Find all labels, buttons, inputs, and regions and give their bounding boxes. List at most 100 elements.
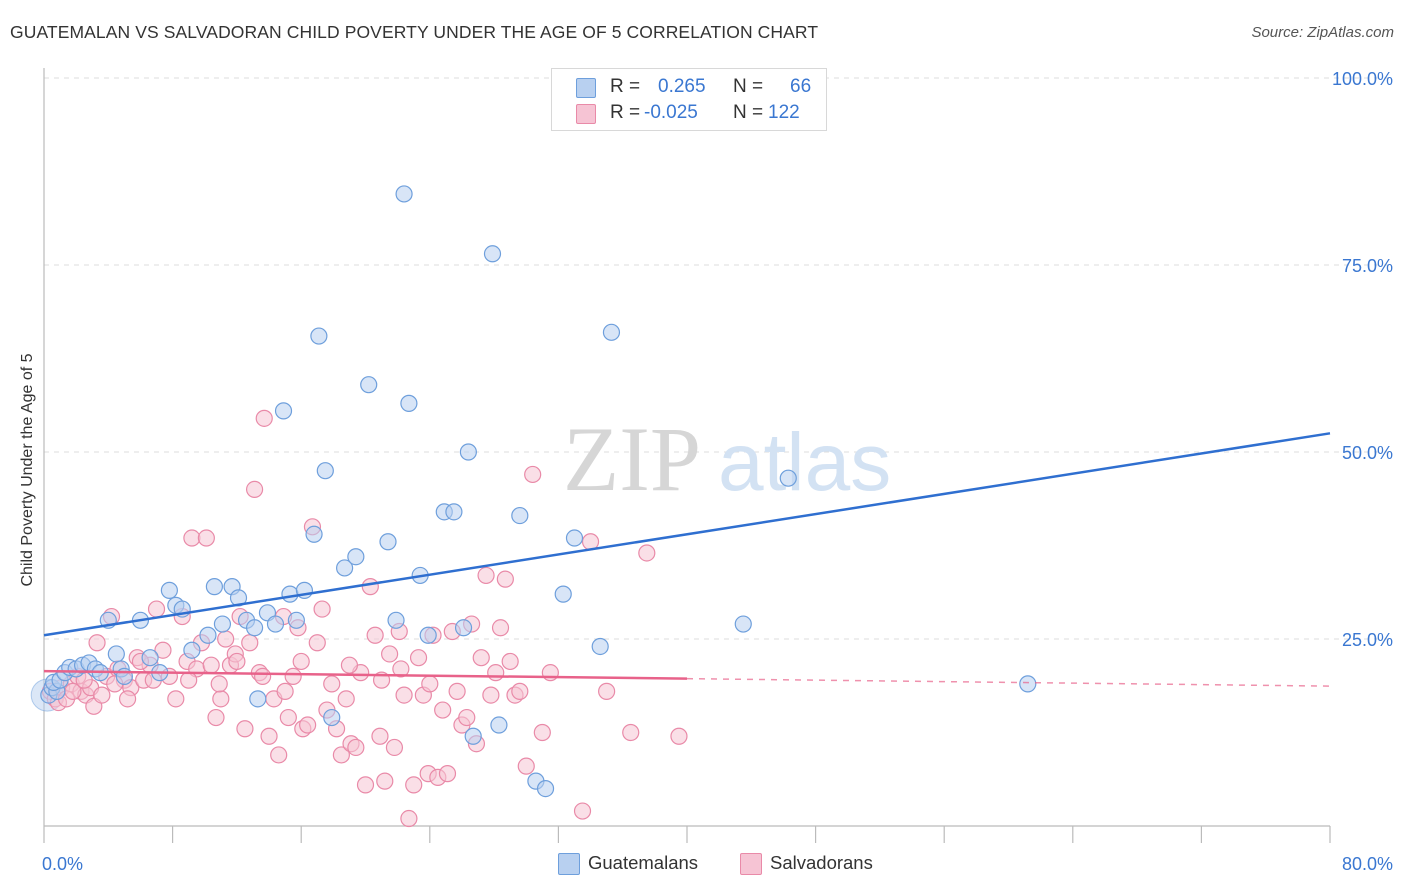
- salvadorans-point: [207, 708, 225, 727]
- n-value-salvadorans: 122: [768, 102, 800, 123]
- stats-box: R = 0.265 N = 66 R = -0.025 N = 122: [551, 68, 827, 131]
- salvadorans-point: [180, 671, 198, 689]
- salvadorans-swatch: [576, 104, 596, 124]
- salvadorans-point: [337, 690, 355, 708]
- guatemalans-point: [400, 394, 418, 412]
- guatemalans-point: [459, 443, 477, 461]
- y-tick-label-25: 25.0%: [1342, 630, 1393, 650]
- salvadorans-trend-line: [43, 669, 688, 680]
- guatemalans-point: [395, 185, 413, 203]
- salvadorans-point: [573, 802, 592, 820]
- legend-label-salvadorans: Salvadorans: [770, 852, 873, 873]
- n-value-guatemalans: 66: [790, 76, 812, 97]
- guatemalans-point: [565, 529, 584, 547]
- y-tick-label-100: 100.0%: [1332, 69, 1393, 89]
- salvadorans-point: [236, 720, 254, 738]
- guatemalans-point: [445, 503, 463, 521]
- y-tick-label-75: 75.0%: [1342, 256, 1393, 276]
- guatemalans-point: [554, 585, 572, 603]
- salvadorans-point: [438, 765, 457, 783]
- salvadorans-point: [167, 690, 185, 708]
- salvadorans-point: [400, 809, 418, 828]
- guatemalans-point: [274, 402, 293, 420]
- tick-labels: 25.0% 50.0% 75.0% 100.0% 0.0% 80.0%: [42, 69, 1393, 874]
- guatemalans-point: [287, 611, 305, 629]
- guatemalans-point: [199, 626, 217, 644]
- salvadorans-point: [448, 682, 466, 700]
- r-value-salvadorans: -0.025: [644, 102, 698, 123]
- salvadorans-point: [284, 667, 302, 686]
- guatemalans-point: [1019, 675, 1037, 693]
- guatemalans-point: [141, 649, 159, 667]
- salvadorans-point: [356, 776, 375, 794]
- guatemalans-point: [387, 611, 405, 629]
- salvadorans-point: [347, 738, 365, 757]
- guatemalans-trend-line: [43, 432, 1331, 637]
- guatemalans-point: [281, 585, 299, 603]
- trend-layer: [43, 432, 1331, 687]
- n-label: N =: [733, 76, 764, 97]
- source-label: Source: ZipAtlas.com: [1251, 24, 1394, 41]
- salvadorans-point: [371, 727, 389, 745]
- salvadorans-point: [491, 619, 510, 637]
- salvadorans-point: [88, 634, 106, 652]
- salvadorans-point: [524, 465, 542, 484]
- r-label: R =: [610, 102, 641, 123]
- salvadorans-point: [154, 641, 172, 659]
- salvadorans-point: [279, 708, 297, 727]
- guatemalans-point: [779, 469, 797, 487]
- guatemalans-point: [483, 245, 502, 263]
- salvadorans-point: [270, 746, 288, 764]
- salvadorans-point: [381, 645, 399, 663]
- n-label: N =: [733, 102, 764, 123]
- salvadorans-point: [260, 727, 278, 745]
- r-label: R =: [610, 76, 641, 97]
- guatemalans-point: [347, 548, 365, 566]
- salvadorans-point: [487, 664, 505, 682]
- guatemalans-point: [107, 645, 125, 663]
- salvadorans-point: [340, 656, 359, 674]
- r-value-guatemalans: 0.265: [658, 76, 706, 97]
- x-tick-label-80: 80.0%: [1342, 854, 1393, 874]
- x-tick-label-0: 0.0%: [42, 854, 83, 874]
- salvadorans-point: [118, 690, 137, 708]
- legend-label-guatemalans: Guatemalans: [588, 852, 699, 873]
- guatemalans-point: [316, 462, 334, 480]
- salvadorans-point: [210, 675, 228, 693]
- salvadorans-point: [421, 675, 439, 693]
- y-axis-label: Child Poverty Under the Age of 5: [19, 353, 36, 587]
- guatemalans-point: [266, 615, 285, 633]
- salvadorans-point: [482, 686, 500, 704]
- guatemalans-point: [536, 779, 555, 798]
- guatemalans-point: [360, 376, 378, 394]
- salvadorans-point: [434, 701, 452, 719]
- salvadorans-point: [255, 409, 273, 427]
- guatemalans-point: [591, 637, 609, 656]
- guatemalans-point: [602, 323, 621, 341]
- guatemalans-point: [511, 506, 529, 525]
- salvadorans-point: [501, 652, 519, 671]
- guatemalans-point: [490, 716, 508, 734]
- salvadorans-point: [245, 480, 264, 498]
- salvadorans-point: [197, 529, 215, 547]
- salvadorans-point: [477, 566, 495, 585]
- salvadorans-point: [376, 772, 394, 790]
- guatemalans-point: [160, 581, 178, 599]
- salvadorans-point: [670, 727, 688, 745]
- salvadorans-point: [638, 544, 656, 562]
- grid-layer: [44, 77, 1392, 640]
- guatemalans-point: [245, 619, 264, 637]
- guatemalans-point: [213, 615, 232, 633]
- salvadorans-point: [366, 626, 384, 644]
- watermark: ZIP atlas: [563, 408, 891, 510]
- salvadorans-point: [217, 630, 235, 648]
- salvadorans-point: [254, 667, 272, 686]
- y-axis-label-wrap: Child Poverty Under the Age of 5: [16, 240, 40, 700]
- salvadorans-point: [405, 776, 423, 794]
- salvadorans-point: [332, 746, 350, 764]
- salvadorans-point: [228, 652, 246, 671]
- salvadorans-point: [313, 600, 331, 618]
- legend-swatch-salvadorans: [740, 853, 762, 875]
- salvadorans-point: [517, 757, 535, 775]
